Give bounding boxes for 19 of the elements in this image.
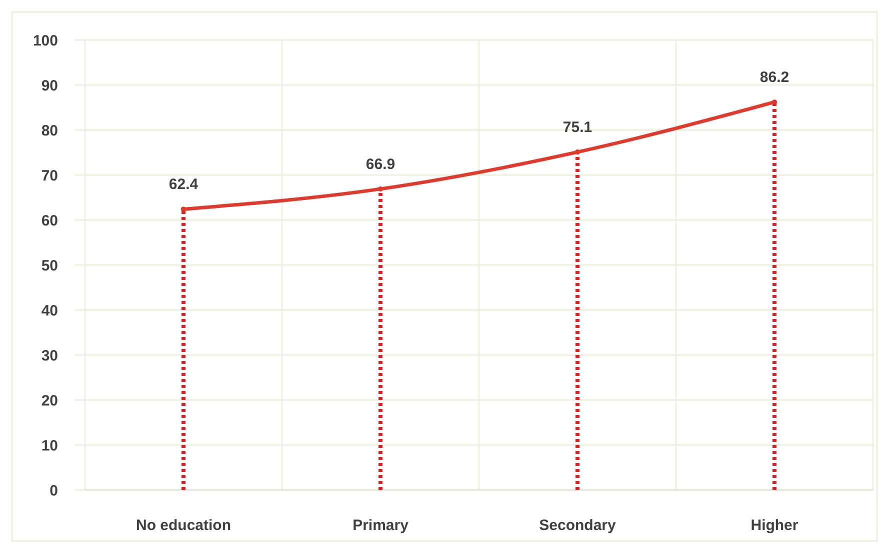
data-label: 86.2 [760, 69, 790, 86]
x-tick-label: Primary [352, 517, 410, 534]
data-label: 66.9 [366, 156, 396, 173]
y-tick-label: 20 [41, 392, 58, 410]
y-tick-label: 50 [41, 257, 58, 274]
y-tick-label: 30 [41, 347, 58, 364]
y-tick-label: 100 [32, 32, 58, 50]
y-tick-label: 40 [41, 302, 58, 320]
x-tick-label: No education [136, 517, 232, 534]
data-label: 75.1 [562, 119, 592, 136]
y-tick-label: 0 [50, 482, 58, 500]
data-label: 62.4 [168, 176, 199, 194]
x-tick-label: Secondary [539, 517, 617, 534]
y-tick-label: 80 [41, 122, 58, 140]
y-tick-label: 70 [41, 167, 58, 184]
x-tick-label: Higher [750, 517, 798, 534]
y-tick-label: 90 [41, 77, 58, 94]
y-tick-label: 10 [41, 437, 58, 454]
y-tick-label: 60 [41, 212, 58, 230]
